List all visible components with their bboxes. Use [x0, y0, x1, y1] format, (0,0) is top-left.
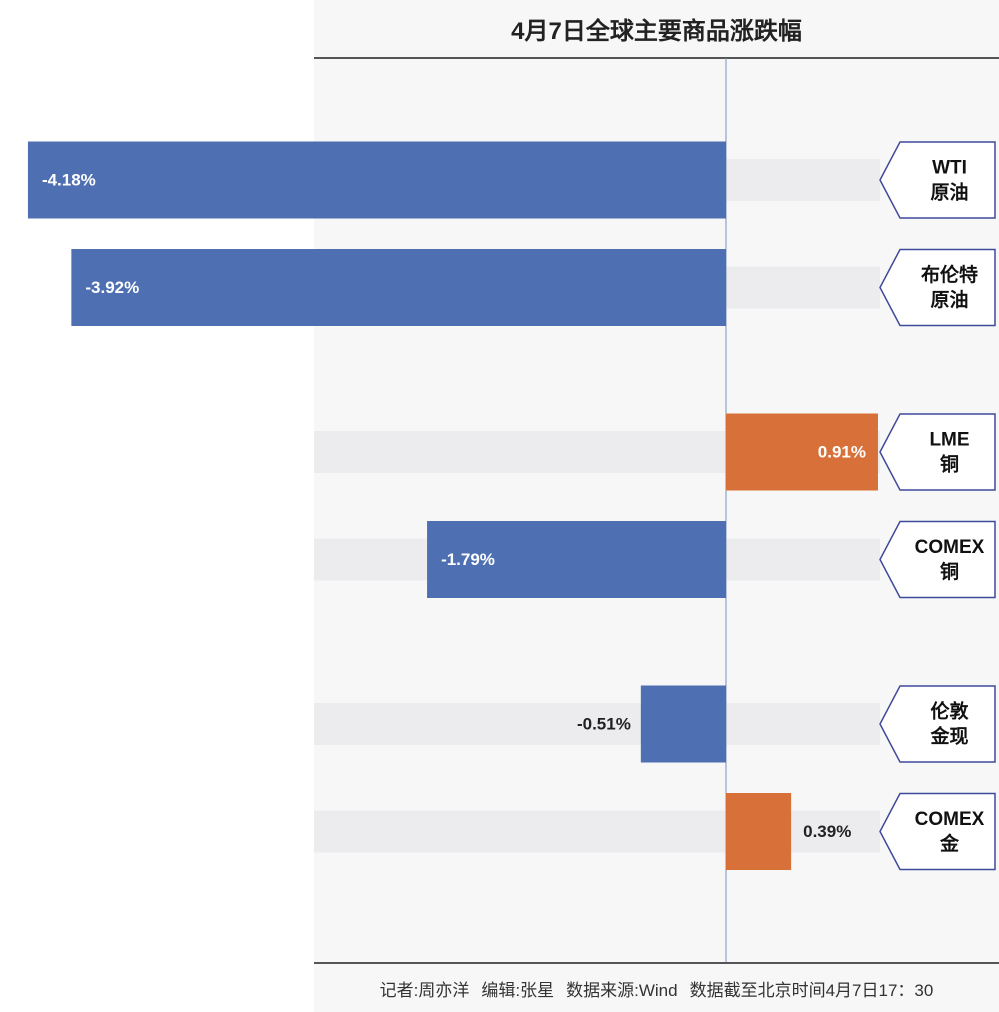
category-label: 金现 [929, 725, 968, 748]
footer-reporter: 记者:周亦洋 [379, 980, 470, 1000]
bar [27, 141, 726, 219]
bar-value-label: -3.92% [85, 278, 139, 297]
bar-value-label: -0.51% [577, 714, 631, 733]
category-callout [879, 248, 996, 327]
category-label: 铜 [940, 453, 959, 476]
bar-value-label: -4.18% [42, 170, 96, 189]
category-label: COMEX [915, 537, 985, 558]
bar [726, 413, 878, 491]
footer-editor: 编辑:张星 [481, 980, 555, 1000]
category-label: 布伦特 [921, 263, 978, 286]
bar [726, 793, 792, 870]
category-label: 原油 [930, 289, 968, 311]
footer: 记者:周亦洋 编辑:张星 数据来源:Wind 数据截至北京时间4月7日17：30 [314, 962, 999, 1012]
footer-source: 数据来源:Wind [566, 980, 678, 1000]
bar [640, 685, 726, 763]
category-label: 原油 [930, 182, 968, 204]
category-label: 伦敦 [930, 700, 969, 723]
category-label: 铜 [940, 560, 959, 583]
category-label: LME [929, 430, 969, 451]
category-callout [879, 685, 996, 763]
chart-title: 4月7日全球主要商品涨跌幅 [314, 0, 999, 59]
category-callout [879, 520, 996, 599]
bar-value-label: -1.79% [441, 550, 495, 569]
bar [71, 249, 727, 326]
category-callout [879, 792, 996, 871]
bar-value-label: 0.39% [803, 822, 851, 841]
row-stripe [314, 810, 880, 853]
category-label: WTI [932, 158, 967, 179]
category-callout [879, 413, 996, 491]
bar [427, 521, 726, 598]
footer-cutoff: 数据截至北京时间4月7日17：30 [689, 980, 934, 1000]
category-label: 金 [939, 832, 960, 855]
row-stripe [314, 703, 880, 745]
bar-value-label: 0.91% [818, 442, 866, 461]
category-label: COMEX [915, 809, 985, 830]
category-callout [879, 141, 996, 219]
